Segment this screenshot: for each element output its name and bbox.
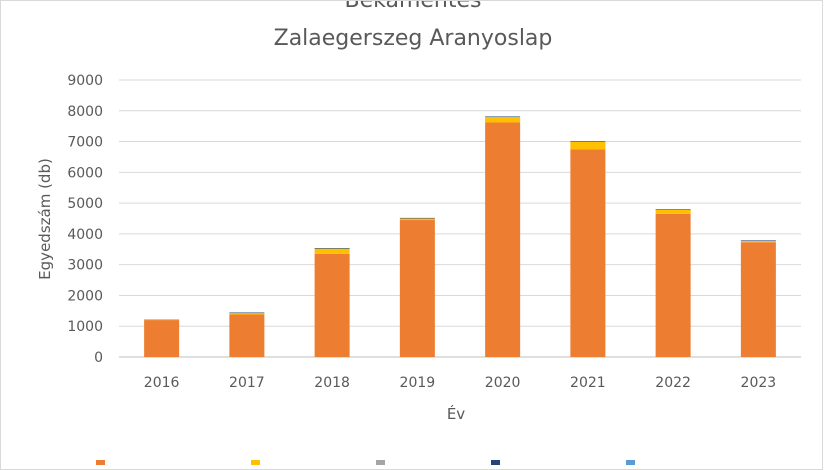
x-axis-ticks: 2016 2017 2018 2019 2020 2021 2022 2023 xyxy=(144,375,776,391)
y-tick-label: 9000 xyxy=(67,73,103,89)
y-tick-label: 5000 xyxy=(67,196,103,212)
bar-segment xyxy=(655,209,691,214)
legend xyxy=(96,460,635,465)
bar-segment xyxy=(570,149,606,357)
bar-segment xyxy=(740,242,776,357)
x-tick-label: 2016 xyxy=(144,375,180,391)
legend-swatch xyxy=(626,460,635,465)
legend-swatch xyxy=(491,460,500,465)
y-tick-label: 1000 xyxy=(67,319,103,335)
bar-segment xyxy=(485,116,521,117)
bar-segment xyxy=(740,240,776,243)
x-tick-label: 2018 xyxy=(314,375,350,391)
x-tick-label: 2020 xyxy=(485,375,521,391)
legend-swatch xyxy=(376,460,385,465)
bar-segment xyxy=(314,248,350,249)
legend-swatch xyxy=(251,460,260,465)
bar-segment xyxy=(229,312,265,315)
y-axis-title: Egyedszám (db) xyxy=(36,158,54,280)
y-tick-label: 2000 xyxy=(67,288,103,304)
y-tick-label: 0 xyxy=(94,350,103,366)
y-tick-label: 3000 xyxy=(67,258,103,274)
x-tick-label: 2022 xyxy=(655,375,691,391)
x-tick-label: 2019 xyxy=(400,375,436,391)
x-tick-label: 2021 xyxy=(570,375,606,391)
bars xyxy=(144,116,776,358)
x-tick-label: 2023 xyxy=(741,375,777,391)
bar-segment xyxy=(314,248,350,254)
bar-segment xyxy=(485,122,521,358)
chart-subtitle: Zalaegerszeg Aranyoslap xyxy=(274,26,553,51)
bar-segment xyxy=(229,312,265,314)
bar-segment xyxy=(485,116,521,123)
bar-segment xyxy=(144,320,180,357)
gridlines xyxy=(119,79,801,358)
bar-segment xyxy=(399,217,435,219)
bar-segment xyxy=(740,240,776,241)
chart-title: Bekamentes xyxy=(345,1,482,13)
y-tick-label: 6000 xyxy=(67,165,103,181)
bar-segment xyxy=(655,209,691,210)
bar-segment xyxy=(655,213,691,357)
y-tick-label: 4000 xyxy=(67,227,103,243)
x-tick-label: 2017 xyxy=(229,375,265,391)
bar-segment xyxy=(570,141,606,142)
x-axis-title: Év xyxy=(447,404,465,423)
bar-segment xyxy=(144,319,180,321)
bar-segment xyxy=(314,253,350,357)
bar-segment xyxy=(570,141,606,150)
y-axis-ticks: 0 1000 2000 3000 4000 5000 6000 7000 8000 9000 xyxy=(67,73,103,366)
legend-swatch xyxy=(96,460,105,465)
y-tick-label: 8000 xyxy=(67,104,103,120)
bar-segment xyxy=(399,218,435,221)
bar-segment xyxy=(229,314,265,357)
y-tick-label: 7000 xyxy=(67,135,103,151)
bar-segment xyxy=(399,220,435,357)
